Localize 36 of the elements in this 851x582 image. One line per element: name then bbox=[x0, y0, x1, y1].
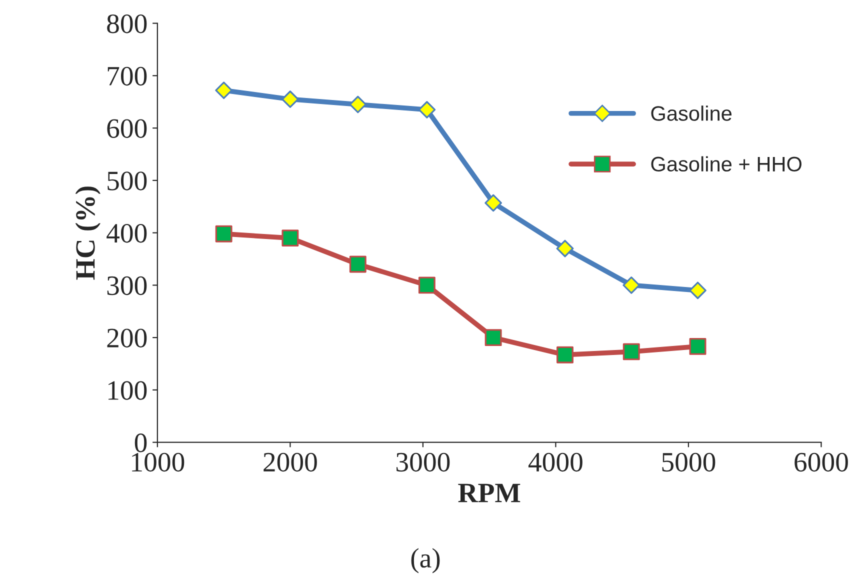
point bbox=[282, 230, 299, 247]
legend-label: Gasoline bbox=[651, 106, 732, 121]
y-axis-title: HC (%) bbox=[75, 186, 100, 280]
point bbox=[556, 240, 574, 258]
y-tick-label: 500 bbox=[108, 172, 147, 190]
x-tick-label: 4000 bbox=[528, 452, 582, 472]
point bbox=[215, 225, 232, 242]
x-tick-label: 5000 bbox=[662, 452, 716, 472]
point bbox=[282, 90, 299, 108]
point bbox=[349, 96, 367, 114]
y-tick-label: 700 bbox=[108, 66, 147, 86]
point bbox=[349, 256, 366, 273]
x-tick-label: 2000 bbox=[264, 452, 317, 472]
y-tick-label: 200 bbox=[107, 328, 147, 348]
point bbox=[484, 329, 502, 346]
legend-label: Gasoline + HHO bbox=[651, 156, 802, 172]
x-tick-label: 6000 bbox=[794, 452, 848, 472]
x-axis-title: RPM bbox=[458, 484, 520, 502]
point bbox=[622, 276, 640, 294]
point bbox=[484, 194, 502, 212]
y-tick-label: 300 bbox=[107, 276, 147, 296]
y-tick-label: 0 bbox=[134, 433, 147, 452]
x-tick-label: 3000 bbox=[396, 452, 450, 472]
y-tick-label: 800 bbox=[107, 14, 147, 34]
y-tick-label: 600 bbox=[107, 119, 147, 138]
point bbox=[689, 338, 706, 355]
y-tick-label: 400 bbox=[106, 224, 147, 243]
point bbox=[418, 276, 436, 294]
point bbox=[556, 346, 574, 364]
y-tick-label: 100 bbox=[108, 381, 147, 400]
point bbox=[215, 82, 233, 100]
text: (a) bbox=[411, 548, 440, 574]
x-tick-label: 1000 bbox=[132, 452, 184, 472]
point bbox=[622, 343, 640, 360]
point bbox=[418, 101, 436, 118]
point bbox=[689, 282, 706, 300]
